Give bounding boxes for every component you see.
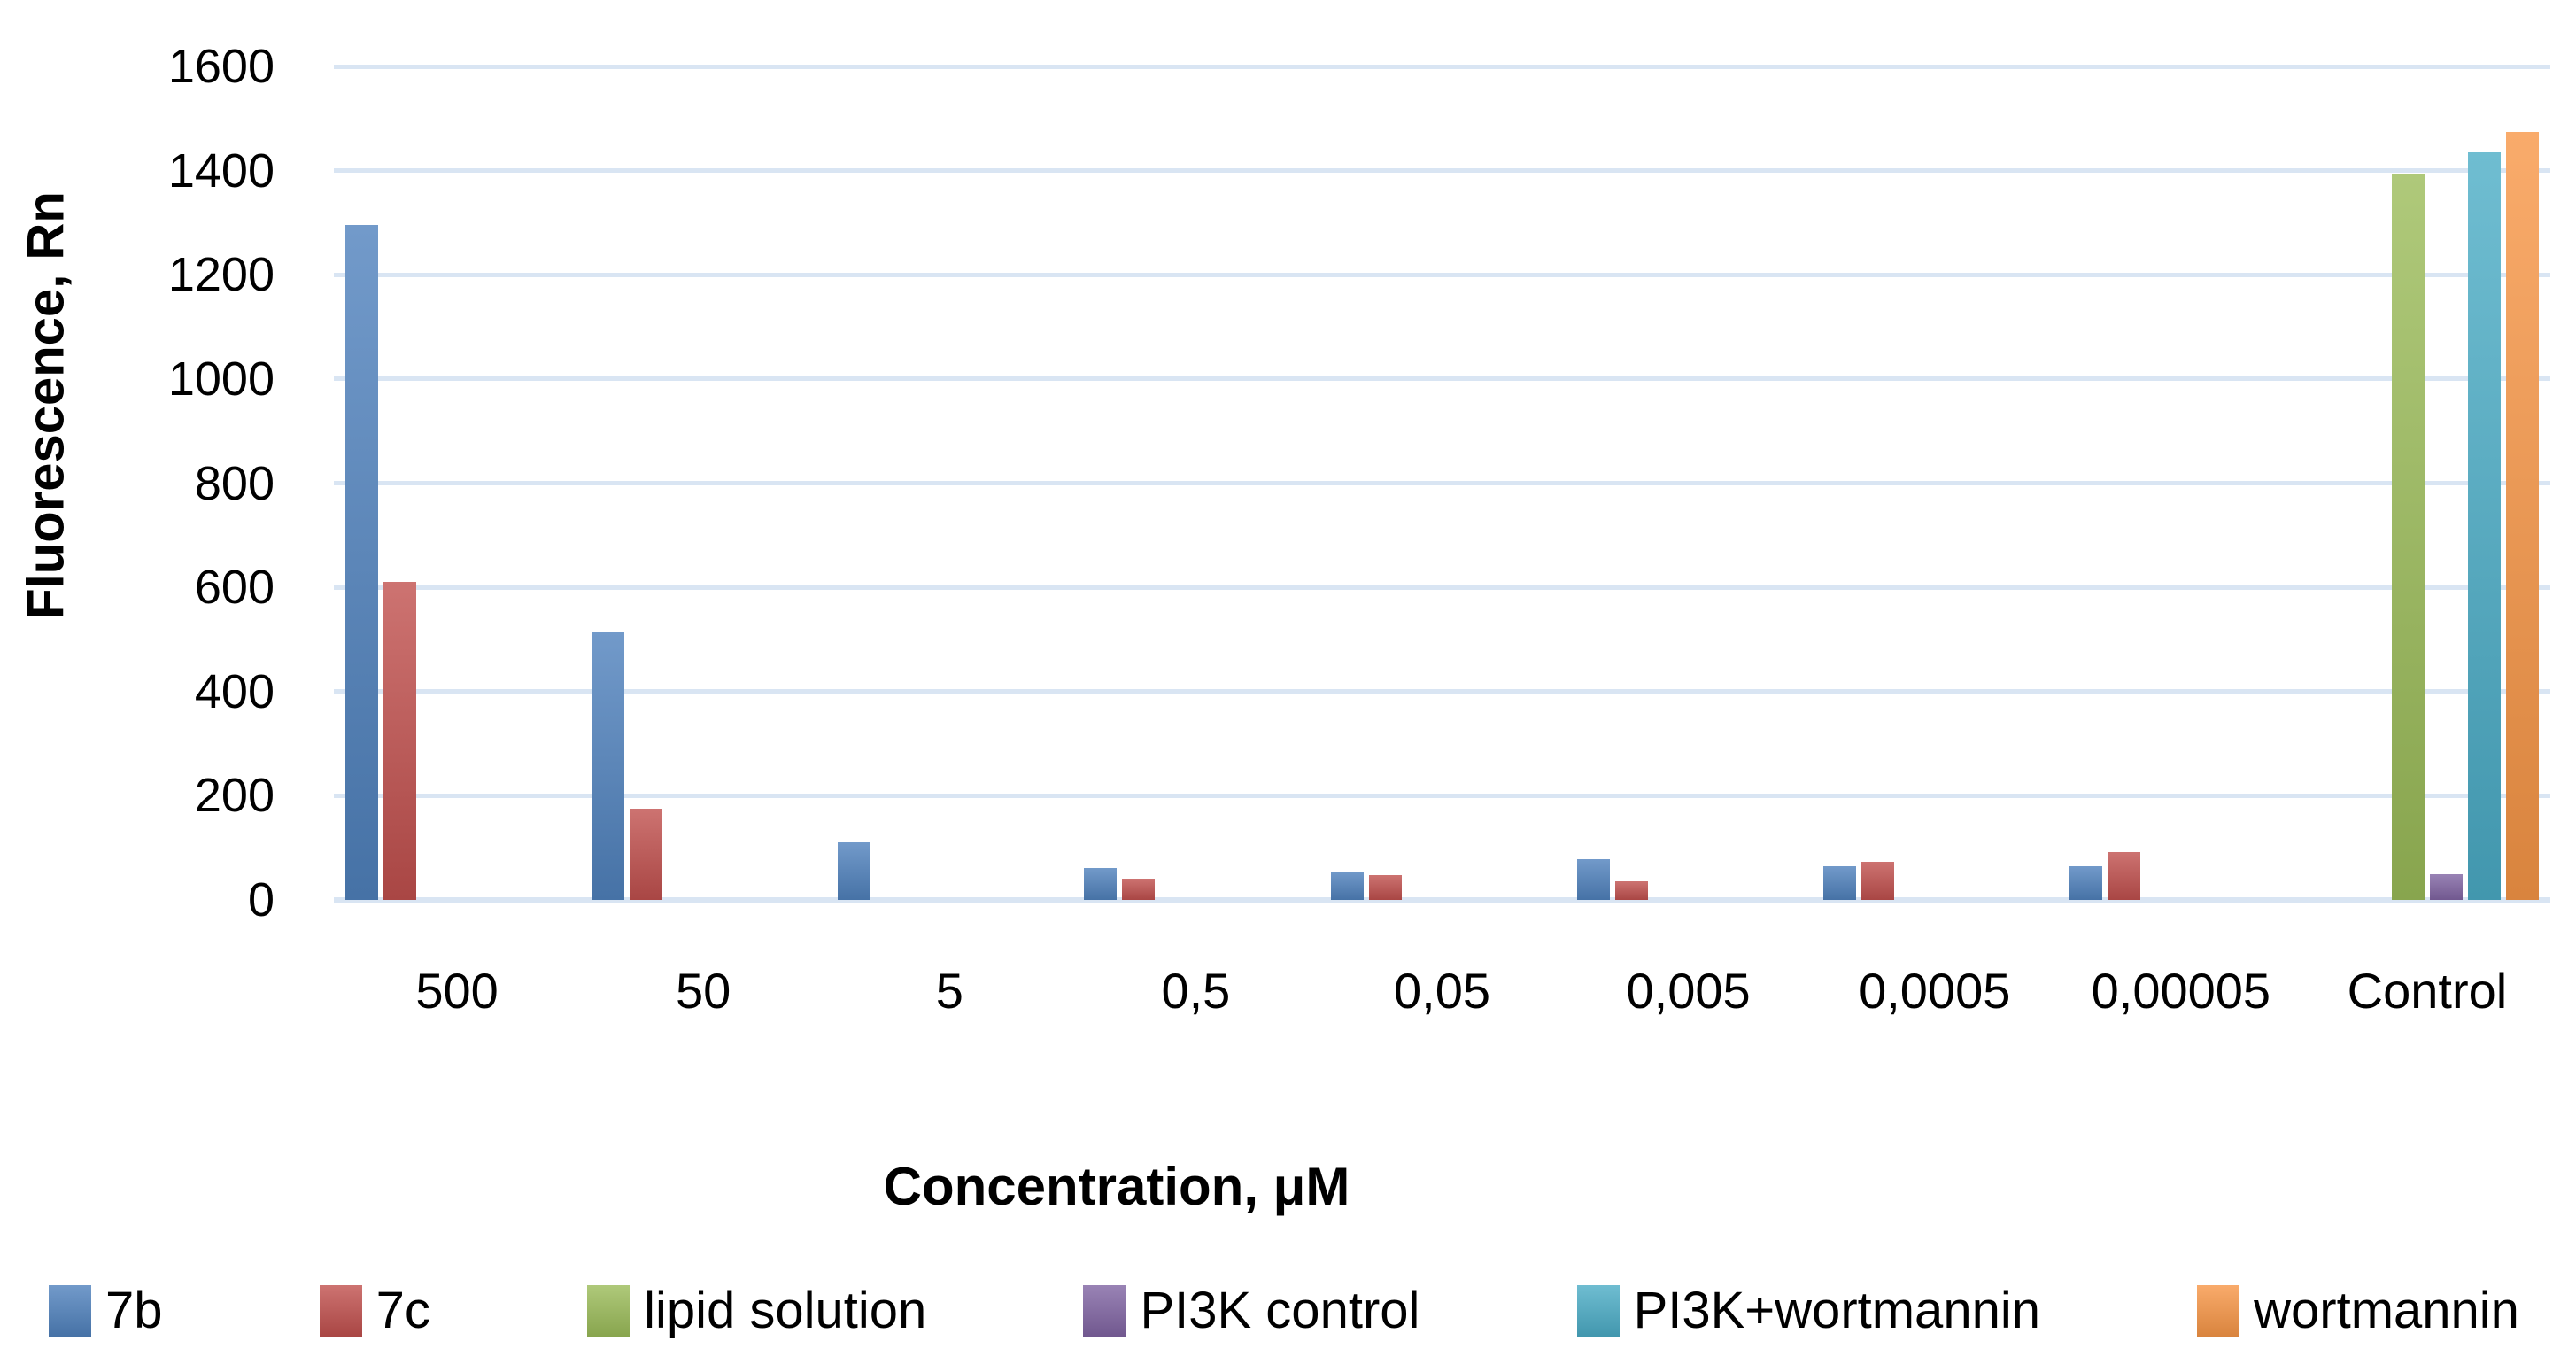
x-tick-label-500: 500 — [415, 963, 499, 1019]
y-tick-label-1400: 1400 — [167, 143, 275, 198]
bar-7c-500 — [383, 582, 416, 900]
gridline-1400 — [334, 168, 2550, 174]
y-tick-label-1000: 1000 — [167, 352, 275, 406]
gridline-1600 — [334, 64, 2550, 69]
bar-7c-50 — [630, 809, 662, 900]
y-tick-label-1200: 1200 — [167, 248, 275, 302]
gridline-600 — [334, 585, 2550, 590]
legend-item-7c: 7c — [319, 1280, 430, 1342]
bar-7b-500 — [345, 225, 378, 900]
legend-label-PI3K_control: PI3K control — [1140, 1282, 1420, 1339]
legend-swatch-7c — [319, 1285, 362, 1337]
legend-label-lipid_solution: lipid solution — [644, 1282, 927, 1339]
gridline-1000 — [334, 376, 2550, 382]
legend-item-7b: 7b — [49, 1280, 163, 1342]
y-tick-label-800: 800 — [194, 456, 275, 510]
gridline-400 — [334, 689, 2550, 694]
x-tick-label-5: 5 — [935, 963, 963, 1019]
gridline-800 — [334, 481, 2550, 485]
bar-7c-0_005 — [1615, 881, 1648, 900]
bar-7b-0_05 — [1331, 871, 1364, 900]
y-tick-label-0: 0 — [247, 873, 275, 926]
gridline-1200 — [334, 272, 2550, 277]
legend-swatch-wortmannin — [2197, 1285, 2240, 1337]
legend-item-lipid_solution: lipid solution — [587, 1280, 926, 1342]
x-tick-label-0_5: 0,5 — [1161, 963, 1231, 1019]
y-tick-label-1600: 1600 — [167, 40, 275, 93]
x-tick-label-0_00005: 0,00005 — [2091, 963, 2271, 1019]
bar-7c-0_00005 — [2108, 851, 2140, 900]
legend-swatch-7b — [49, 1285, 91, 1337]
bar-7b-0_5 — [1084, 867, 1117, 900]
bar-7c-0_0005 — [1861, 862, 1894, 900]
x-axis-baseline — [334, 896, 2550, 903]
bar-wortmannin-Control — [2506, 131, 2539, 900]
bar-7b-0_00005 — [2069, 866, 2102, 900]
y-tick-label-400: 400 — [194, 664, 275, 718]
legend-swatch-lipid_solution — [587, 1285, 630, 1337]
x-tick-label-0_005: 0,005 — [1626, 963, 1751, 1019]
bar-PI3K_wortmannin-Control — [2468, 152, 2501, 900]
legend: 7b 7c lipid solution PI3K control PI3K+wortm… — [49, 1280, 2519, 1342]
bar-PI3K_control-Control — [2430, 873, 2463, 900]
x-tick-label-0_05: 0,05 — [1394, 963, 1490, 1019]
y-tick-label-600: 600 — [194, 561, 275, 615]
bar-7b-50 — [592, 632, 624, 900]
legend-swatch-PI3K_wortmannin — [1576, 1285, 1620, 1337]
legend-label-7b: 7b — [105, 1282, 163, 1339]
x-axis-title: Concentration, μM — [883, 1157, 1350, 1216]
legend-item-wortmannin: wortmannin — [2197, 1280, 2519, 1342]
bar-7b-0_0005 — [1823, 866, 1856, 900]
bar-lipid_solution-Control — [2392, 173, 2425, 900]
bar-7b-0_005 — [1577, 859, 1610, 900]
x-tick-label-0_0005: 0,0005 — [1859, 963, 2011, 1019]
legend-label-wortmannin: wortmannin — [2254, 1282, 2519, 1339]
legend-label-PI3K_wortmannin: PI3K+wortmannin — [1633, 1282, 2040, 1339]
x-tick-label-50: 50 — [676, 963, 731, 1019]
y-tick-label-200: 200 — [194, 769, 275, 823]
legend-item-PI3K_control: PI3K control — [1083, 1280, 1420, 1342]
bar-7c-0_05 — [1369, 874, 1402, 900]
x-tick-label-Control: Control — [2347, 963, 2508, 1019]
bar-7b-5 — [838, 842, 870, 900]
legend-label-7c: 7c — [375, 1282, 430, 1339]
gridline-200 — [334, 793, 2550, 798]
bar-7c-0_5 — [1122, 879, 1155, 900]
y-axis-title: Fluorescence, Rn — [17, 191, 75, 620]
legend-swatch-PI3K_control — [1083, 1285, 1126, 1337]
legend-item-PI3K_wortmannin: PI3K+wortmannin — [1576, 1280, 2040, 1342]
